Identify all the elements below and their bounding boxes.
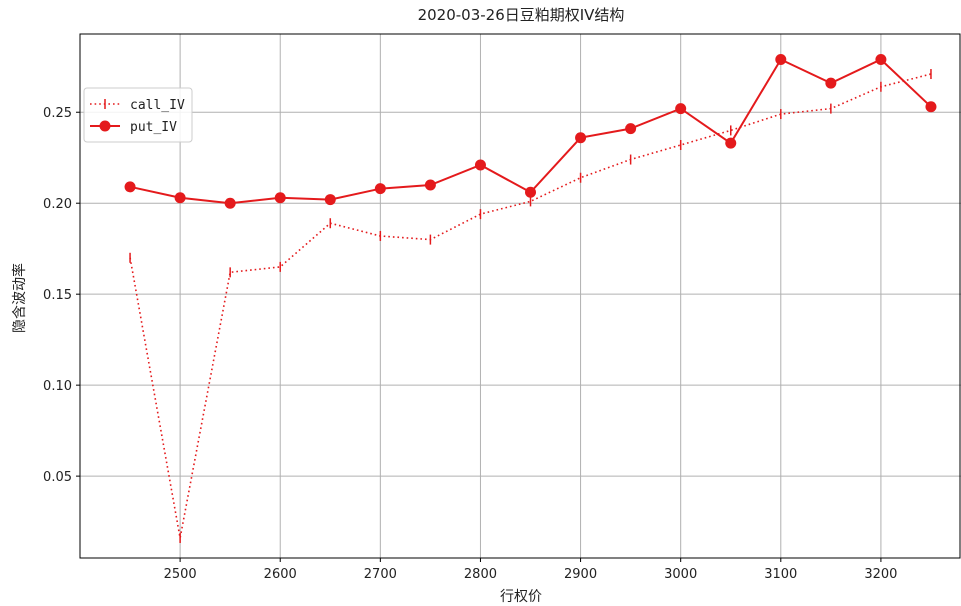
legend-label-call-iv: call_IV (130, 98, 185, 113)
put-iv-line (129, 58, 932, 205)
put-iv-point (775, 53, 787, 65)
put-iv-point (925, 101, 937, 113)
put-iv-point (625, 123, 637, 135)
x-axis-label: 行权价 (500, 589, 542, 605)
y-tick-label: 0.05 (43, 470, 72, 485)
x-tick-label: 2500 (164, 567, 197, 582)
x-tick-label: 3200 (864, 567, 897, 582)
put-iv-point (825, 77, 837, 89)
x-tick-label: 2900 (564, 567, 597, 582)
chart-title: 2020-03-26日豆粕期权IV结构 (418, 6, 625, 24)
y-tick-label: 0.25 (43, 106, 72, 121)
y-axis-label: 隐含波动率 (11, 263, 28, 333)
x-tick-label: 3000 (664, 567, 697, 582)
legend-marker-put-iv (99, 120, 111, 132)
tick-layer: 2500 2600 2700 2800 2900 3000 3100 3200 0.05 0.10… (43, 106, 897, 582)
plot-frame (79, 33, 961, 559)
legend-box (83, 87, 193, 143)
series-layer (124, 53, 937, 543)
put-iv-point (474, 159, 486, 171)
legend-label-put-iv: put_IV (130, 120, 177, 135)
put-iv-point (525, 186, 537, 198)
put-iv-point (575, 132, 587, 144)
put-iv-point (124, 181, 136, 193)
legend: call_IV put_IV (83, 87, 193, 143)
put-iv-point (875, 53, 887, 65)
put-iv-point (174, 192, 186, 204)
grid-layer (80, 34, 961, 558)
y-tick-label: 0.20 (43, 197, 72, 212)
put-iv-point (675, 103, 687, 115)
put-iv-point (374, 183, 386, 195)
x-tick-label: 2700 (364, 567, 397, 582)
put-iv-point (274, 192, 286, 204)
put-iv-point (324, 194, 336, 206)
put-iv-point (424, 179, 436, 191)
x-tick-label: 2600 (264, 567, 297, 582)
x-tick-label: 2800 (464, 567, 497, 582)
call-iv-line (129, 73, 932, 539)
put-iv-point (725, 137, 737, 149)
x-tick-label: 3100 (764, 567, 797, 582)
put-iv-point (224, 197, 236, 209)
y-tick-label: 0.10 (43, 379, 72, 394)
y-tick-label: 0.15 (43, 288, 72, 303)
